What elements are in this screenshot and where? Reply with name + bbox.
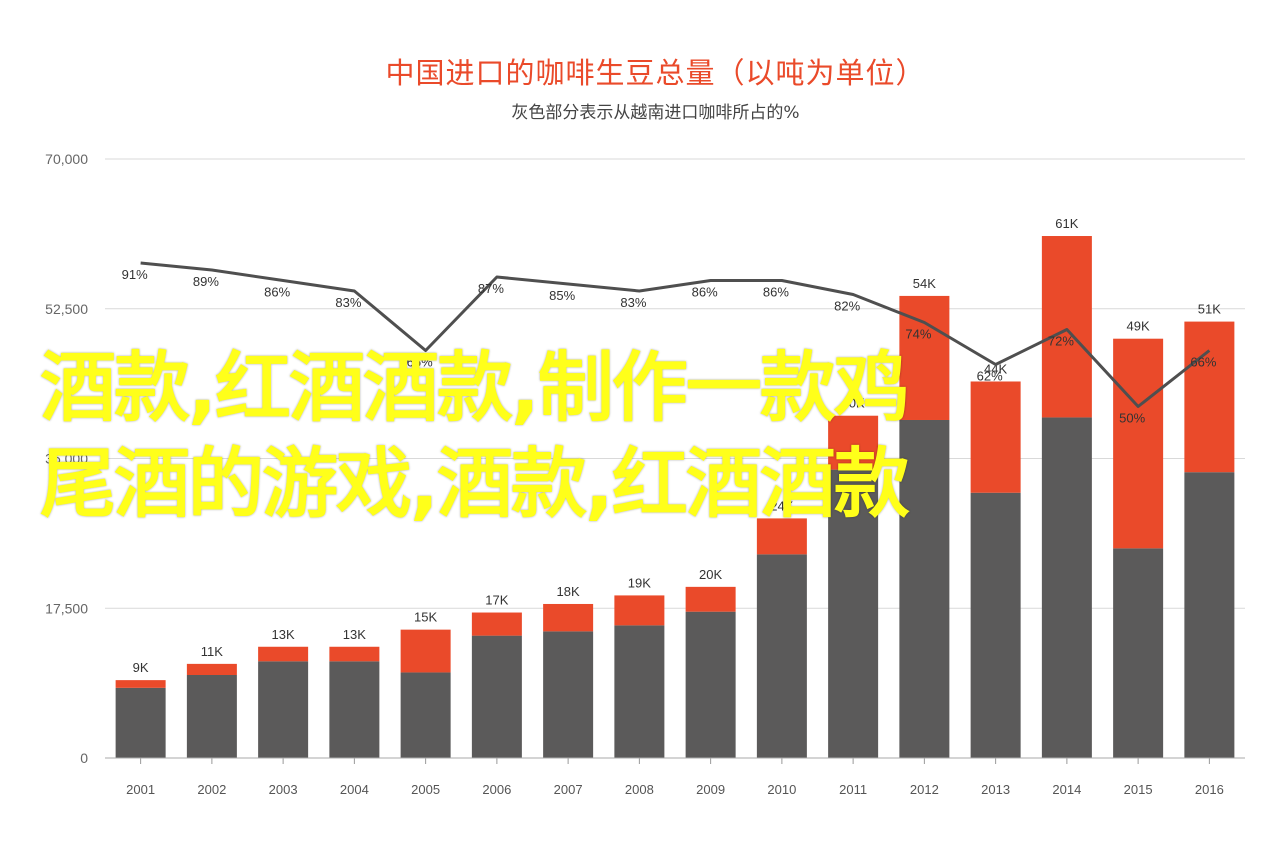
bar-other-imports [115,680,166,688]
bar-vietnam-share [258,661,309,758]
x-tick-label: 2002 [197,782,226,797]
x-tick-label: 2009 [696,782,725,797]
y-tick-label: 35,000 [45,451,88,467]
bar-other-imports [756,518,807,555]
total-data-label: 13K [343,627,366,642]
bar-vietnam-share [828,469,879,758]
bar-other-imports [186,663,237,675]
bar-vietnam-share [899,419,950,758]
x-tick-label: 2013 [981,782,1010,797]
x-tick-label: 2001 [126,782,155,797]
percent-data-label: 83% [620,295,646,310]
total-data-label: 17K [485,593,508,608]
overlay-text-line-2: 尾酒的游戏,酒款,红酒酒款 [40,439,910,528]
bar-other-imports [1184,321,1235,473]
bar-vietnam-share [614,625,665,758]
total-data-label: 15K [414,610,437,625]
total-data-label: 51K [1198,302,1221,317]
x-tick-label: 2014 [1052,782,1081,797]
percent-data-label: 74% [905,327,931,342]
percent-data-label: 86% [763,285,789,300]
bar-other-imports [614,595,665,626]
percent-data-label: 85% [549,288,575,303]
x-tick-label: 2012 [910,782,939,797]
bar-other-imports [828,415,879,470]
total-data-label: 9K [133,660,149,675]
y-tick-label: 52,500 [45,301,88,317]
total-data-label: 13K [272,627,295,642]
percent-data-label: 82% [834,299,860,314]
bar-vietnam-share [186,674,237,758]
bar-vietnam-share [471,635,522,758]
x-tick-label: 2007 [554,782,583,797]
percent-data-label: 83% [335,295,361,310]
bar-other-imports [1041,236,1092,418]
bar-vietnam-share [1113,548,1164,758]
total-data-label: 20K [699,567,722,582]
y-tick-label: 17,500 [45,600,88,616]
bar-vietnam-share [970,492,1021,758]
bar-vietnam-share [756,554,807,758]
x-tick-label: 2006 [482,782,511,797]
x-tick-label: 2005 [411,782,440,797]
chart-title: 中国进口的咖啡生豆总量（以吨为单位） [385,56,926,90]
y-tick-label: 0 [80,750,88,766]
bar-other-imports [970,381,1021,493]
bar-other-imports [400,629,451,673]
total-data-label: 44K [984,361,1007,376]
percent-line [140,261,1211,408]
bar-vietnam-share [115,687,166,758]
percent-data-label: 50% [1119,411,1145,426]
overlay-text-line-1: 酒款,红酒酒款,制作一款鸡 [40,343,910,432]
bar-vietnam-share [543,631,594,758]
percent-data-label: 86% [692,285,718,300]
bar-other-imports [258,646,309,662]
percent-data-label: 72% [1048,334,1074,349]
percent-data-label: 62% [977,369,1003,384]
x-tick-label: 2004 [340,782,369,797]
x-tick-label: 2016 [1195,782,1224,797]
bar-vietnam-share [400,672,451,758]
percent-data-label: 66% [1190,355,1216,370]
y-tick-label: 70,000 [45,151,88,167]
total-data-label: 19K [628,575,651,590]
x-tick-label: 2003 [269,782,298,797]
x-tick-label: 2011 [839,782,867,797]
bar-other-imports [685,586,736,612]
percent-data-label: 87% [478,281,504,296]
total-data-label: 54K [913,276,936,291]
total-data-label: 11K [201,644,223,659]
total-data-label: 61K [1055,216,1078,231]
bar-other-imports [471,612,522,636]
x-tick-label: 2008 [625,782,654,797]
bar-vietnam-share [1041,417,1092,758]
total-data-label: 49K [1127,319,1150,334]
percent-data-label: 89% [193,274,219,289]
percent-data-label: 91% [122,267,148,282]
percent-data-label: 86% [264,285,290,300]
total-data-label: 24K [770,498,793,513]
chart-subtitle: 灰色部分表示从越南进口咖啡所占的% [511,103,800,123]
bar-vietnam-share [329,661,380,758]
x-tick-label: 2015 [1124,782,1153,797]
bar-vietnam-share [685,611,736,758]
total-data-label: 18K [557,584,580,599]
percent-data-label: 66% [407,355,433,370]
bar-other-imports [329,646,380,662]
bar-other-imports [543,603,594,632]
total-data-label: 40K [842,396,865,411]
x-tick-label: 2010 [767,782,796,797]
bar-other-imports [1113,338,1164,549]
bar-vietnam-share [1184,472,1235,758]
